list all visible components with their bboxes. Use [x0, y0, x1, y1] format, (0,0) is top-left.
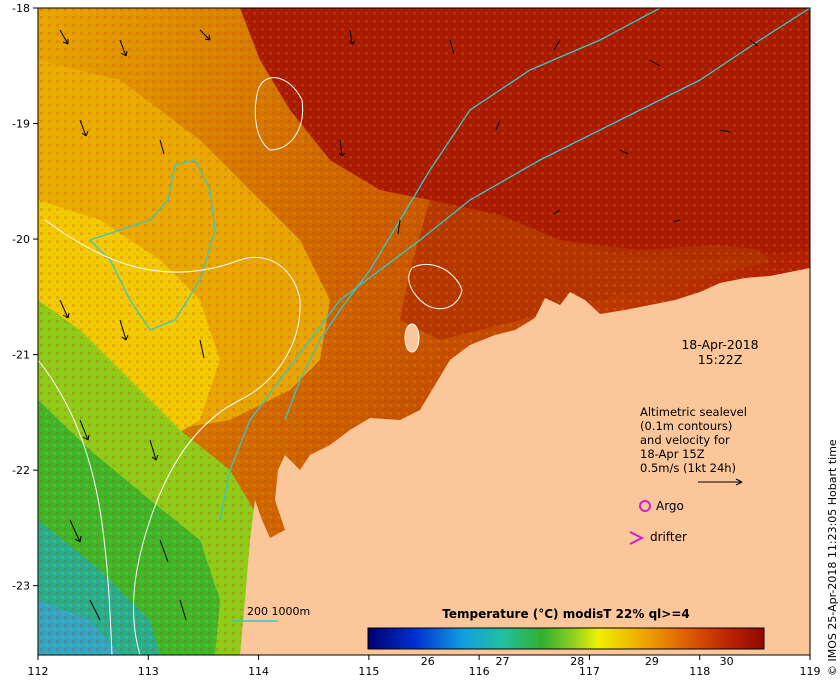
- velocity-arrows: [59, 29, 759, 621]
- island: [404, 323, 420, 353]
- x-tick-label: 118: [689, 665, 710, 678]
- obs-date: 18-Apr-2018: [681, 337, 759, 352]
- colorbar-tick-label: 27: [495, 655, 510, 668]
- x-tick-label: 115: [358, 665, 379, 678]
- drifter-label: drifter: [650, 530, 687, 544]
- y-axis: -18 -19 -20 -21 -22 -23: [12, 2, 38, 593]
- colorbar-title: Temperature (°C) modisT 22% ql>=4: [442, 607, 690, 621]
- sealevel-contours: [38, 77, 463, 655]
- land-mass: [240, 268, 810, 655]
- colorbar-tick-label: 26: [420, 655, 435, 668]
- y-tick-label: -18: [12, 2, 30, 15]
- x-tick-label: 116: [469, 665, 490, 678]
- credit-text: © IMOS 25-Apr-2018 11:23:05 Hobart time: [826, 439, 839, 676]
- map-frame: [37, 7, 811, 656]
- x-tick-label: 113: [138, 665, 159, 678]
- drifter-symbol: [629, 531, 645, 545]
- legend-line: 0.5m/s (1kt 24h): [640, 461, 737, 475]
- x-axis: 112 113 114 115 116 117 118 119: [28, 655, 821, 678]
- colorbar-tick-label: 28: [570, 655, 585, 668]
- legend-line: 18-Apr 15Z: [640, 447, 705, 461]
- x-tick-label: 112: [28, 665, 49, 678]
- colorbar-tick-label: 29: [644, 655, 659, 668]
- y-tick-label: -23: [12, 580, 30, 593]
- legend-line: Altimetric sealevel: [640, 405, 747, 419]
- argo-label: Argo: [656, 499, 684, 513]
- legend: Altimetric sealevel (0.1m contours) and …: [640, 405, 790, 475]
- argo-symbol: [639, 500, 651, 512]
- colorbar: [367, 627, 765, 650]
- y-tick-label: -22: [12, 464, 30, 477]
- legend-line: and velocity for: [640, 433, 730, 447]
- y-tick-label: -20: [12, 233, 30, 246]
- x-tick-label: 114: [248, 665, 269, 678]
- isobath-legend-label: 200 1000m: [247, 605, 311, 618]
- y-tick-label: -21: [12, 349, 30, 362]
- y-tick-label: -19: [12, 118, 30, 131]
- legend-line: (0.1m contours): [640, 419, 733, 433]
- x-tick-label: 119: [800, 665, 821, 678]
- obs-clock: 15:22Z: [697, 352, 743, 367]
- colorbar-tick-label: 30: [719, 655, 734, 668]
- x-tick-label: 117: [579, 665, 600, 678]
- observation-time: 18-Apr-2018 15:22Z: [650, 337, 790, 367]
